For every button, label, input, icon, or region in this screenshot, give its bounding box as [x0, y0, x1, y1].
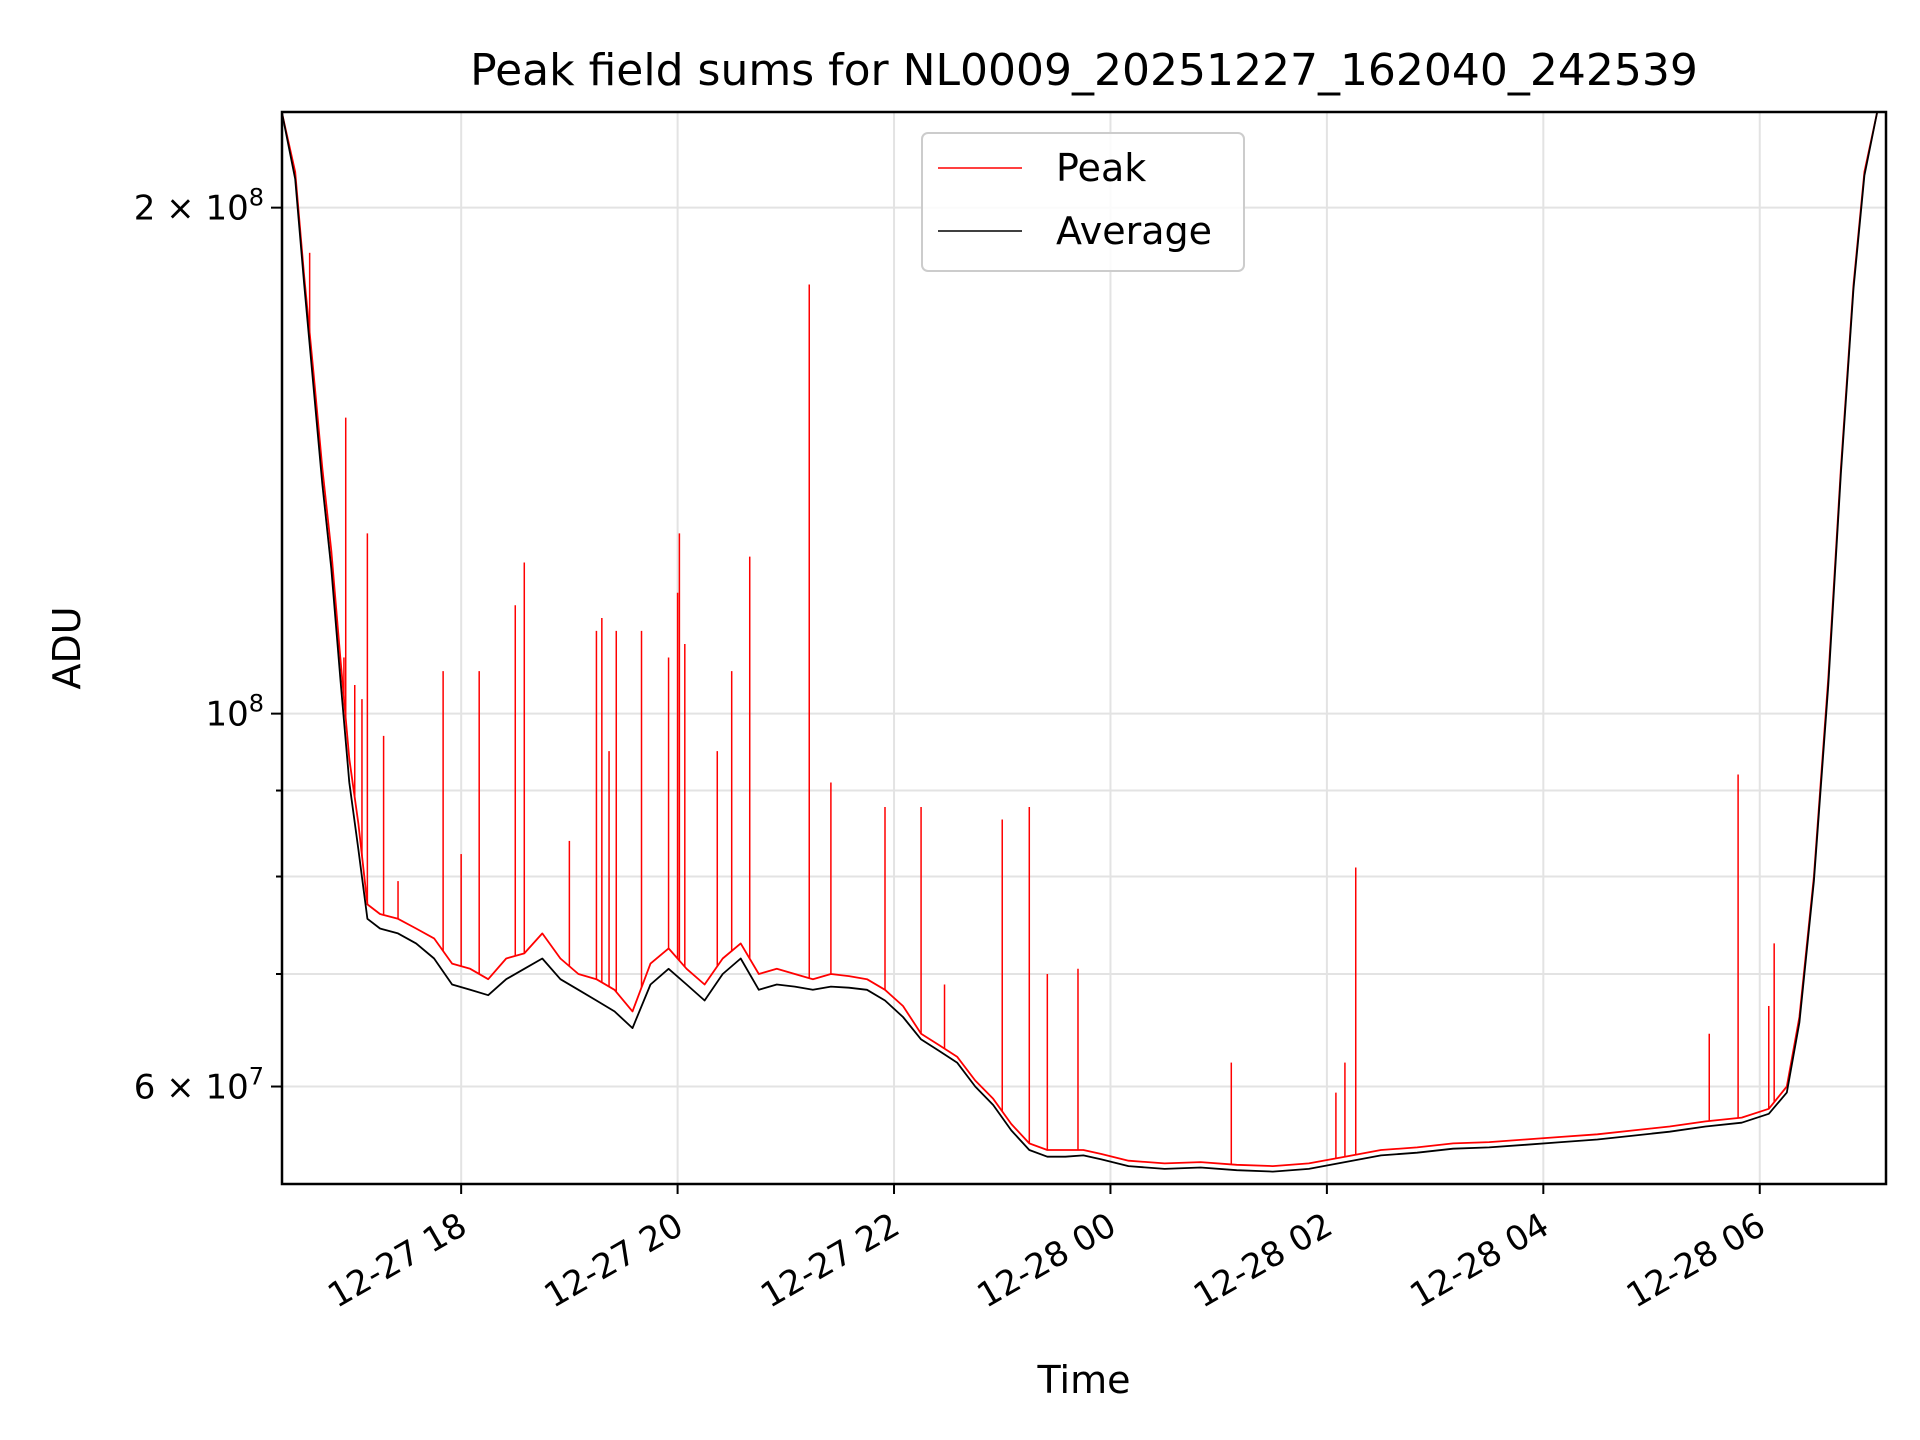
legend-label-peak: Peak [1056, 146, 1146, 190]
y-axis-label: ADU [45, 606, 89, 689]
plot-area [281, 112, 1878, 1173]
y-tick-label: 2 × 108 [134, 184, 264, 229]
y-tick-label: 6 × 107 [134, 1063, 264, 1108]
legend-label-average: Average [1056, 209, 1212, 253]
x-axis-label: Time [1037, 1358, 1131, 1402]
y-tick-label: 108 [205, 690, 264, 735]
chart-title: Peak field sums for NL0009_20251227_1620… [470, 45, 1698, 96]
plot-frame [280, 110, 1888, 1186]
legend: Peak Average [921, 132, 1245, 272]
series-line-peak [281, 112, 1878, 1167]
y-axis: 6 × 107 108 2 × 108 [134, 184, 282, 1108]
series-line-average [281, 112, 1878, 1173]
